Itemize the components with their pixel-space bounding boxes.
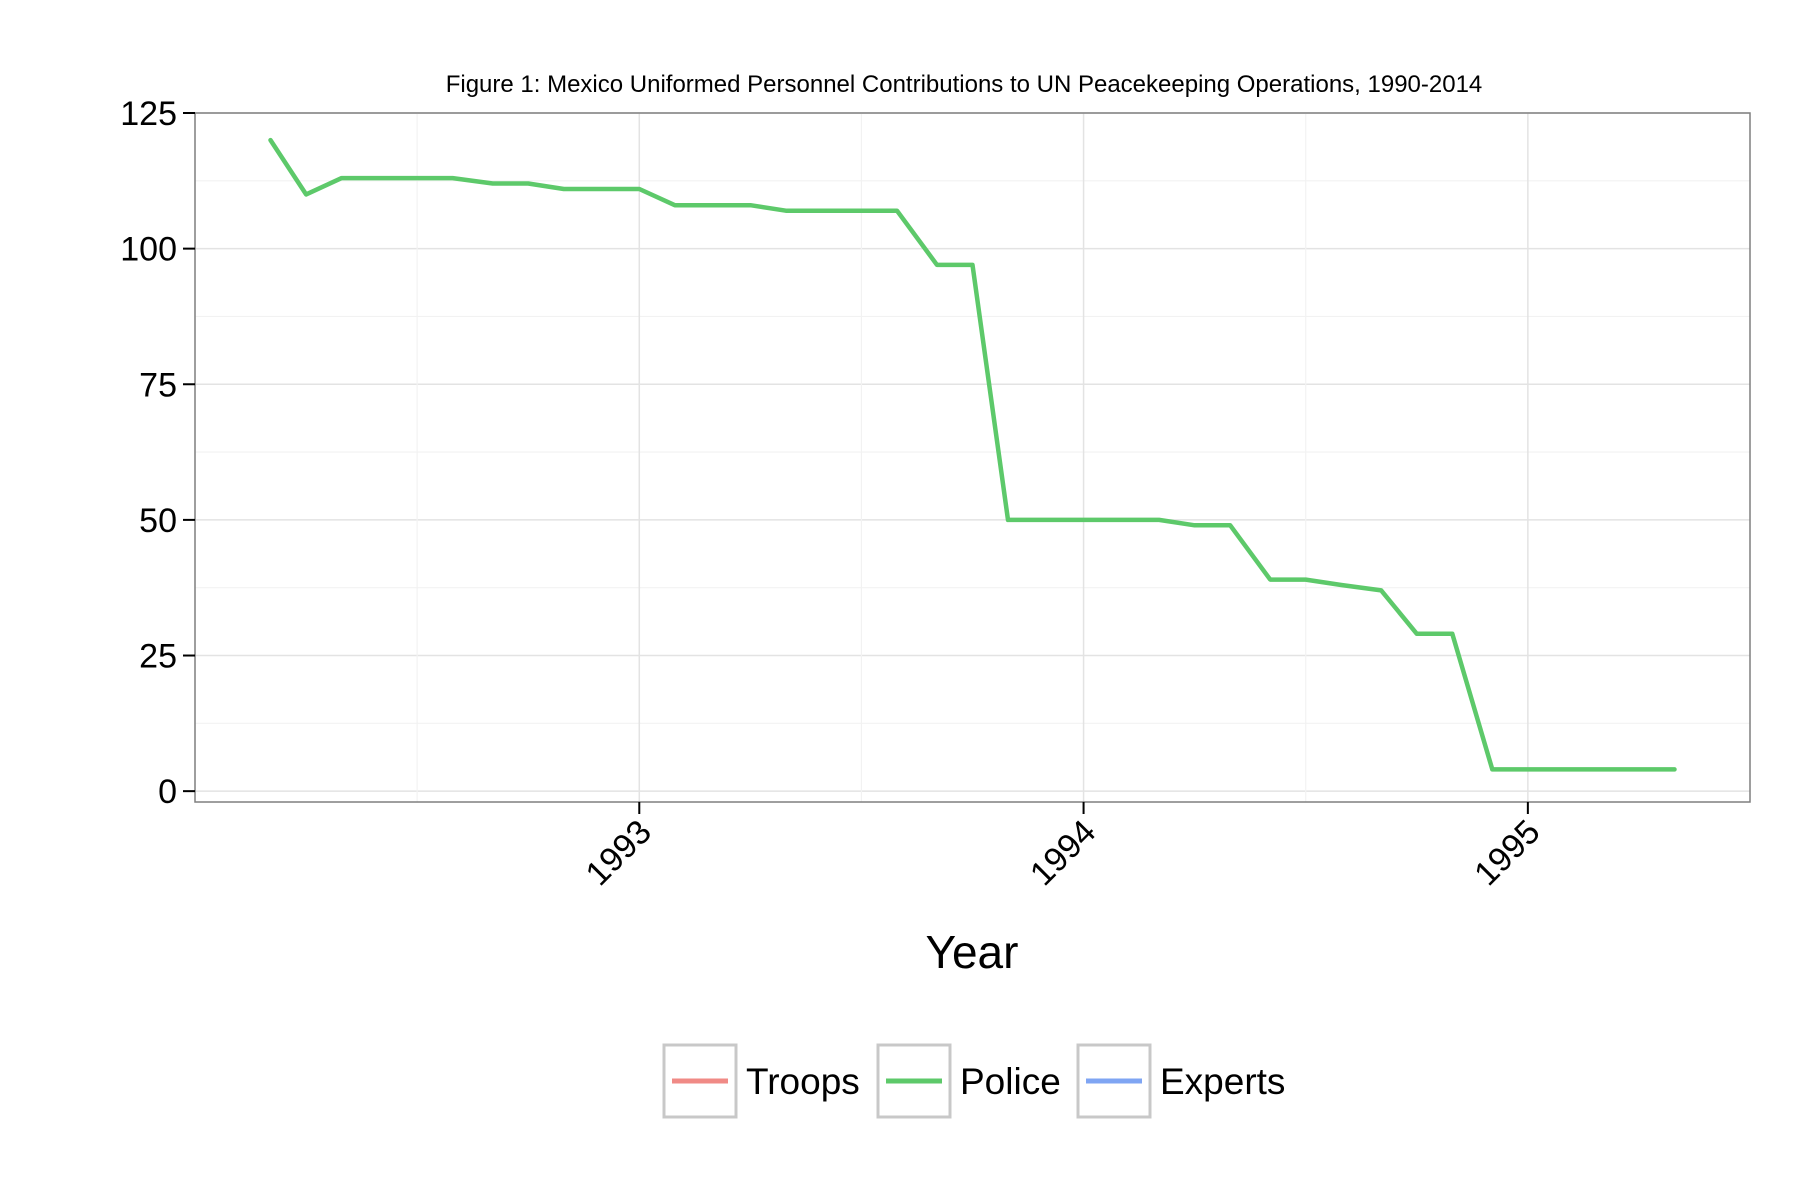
y-tick-label: 100 [120,231,177,269]
series-layer [268,137,1677,772]
y-tick-label: 0 [158,773,177,811]
y-tick-label: 50 [139,502,177,540]
plot-border [194,112,1751,803]
y-axis: 0 25 50 75 100 125 [120,95,195,811]
x-tick-label: 1995 [1467,813,1547,893]
x-tick-label: 1994 [1023,813,1103,893]
legend: Troops Police Experts [662,1043,1285,1119]
y-tick-label: 125 [120,95,177,133]
chart-title: Figure 1: Mexico Uniformed Personnel Con… [446,71,1483,98]
legend-label-experts: Experts [1160,1061,1285,1102]
series-line-police [268,137,1677,772]
y-tick-label: 25 [139,638,177,676]
x-tick-label: 1993 [579,813,659,893]
x-axis-title: Year [926,926,1019,978]
y-tick-label: 75 [139,366,177,404]
plot-panel [195,113,1750,802]
legend-label-police: Police [960,1061,1061,1102]
x-axis: 1993 1994 1995 [579,802,1548,893]
legend-label-troops: Troops [746,1061,860,1102]
